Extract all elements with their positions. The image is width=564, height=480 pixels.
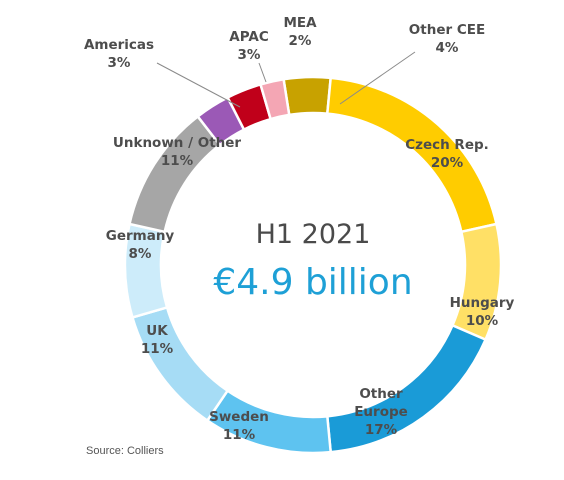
donut-slices (123, 75, 503, 455)
leader-line (258, 62, 267, 83)
slice-label: Americas 3% (84, 37, 154, 71)
slice-other-europe (325, 323, 488, 454)
slice-czech-rep (325, 76, 498, 234)
slice-label: Other Europe 17% (354, 386, 408, 438)
slice-label: Germany 8% (106, 228, 175, 262)
slice-label: Hungary 10% (450, 295, 515, 329)
center-value: €4.9 billion (213, 262, 412, 303)
slice-mea (259, 77, 291, 121)
leader-lines (156, 51, 416, 108)
slice-label: Unknown / Other 11% (113, 135, 242, 169)
slice-label: Sweden 11% (209, 409, 269, 443)
slice-label: UK 11% (141, 323, 174, 357)
slice-label: MEA 2% (283, 15, 317, 49)
slice-label: APAC 3% (229, 29, 269, 63)
leader-line (156, 62, 241, 108)
slice-other-cee (282, 75, 333, 117)
slice-unknown-other (128, 114, 222, 234)
slice-labels: Other CEE 4% Czech Rep. 20% Hungary 10% Other E… (84, 15, 515, 443)
source-note: Source: Colliers (86, 445, 164, 457)
center-title: H1 2021 (256, 219, 371, 250)
slice-label: Czech Rep. 20% (405, 137, 489, 171)
leader-line (339, 51, 416, 105)
slice-label: Other CEE 4% (409, 22, 485, 56)
